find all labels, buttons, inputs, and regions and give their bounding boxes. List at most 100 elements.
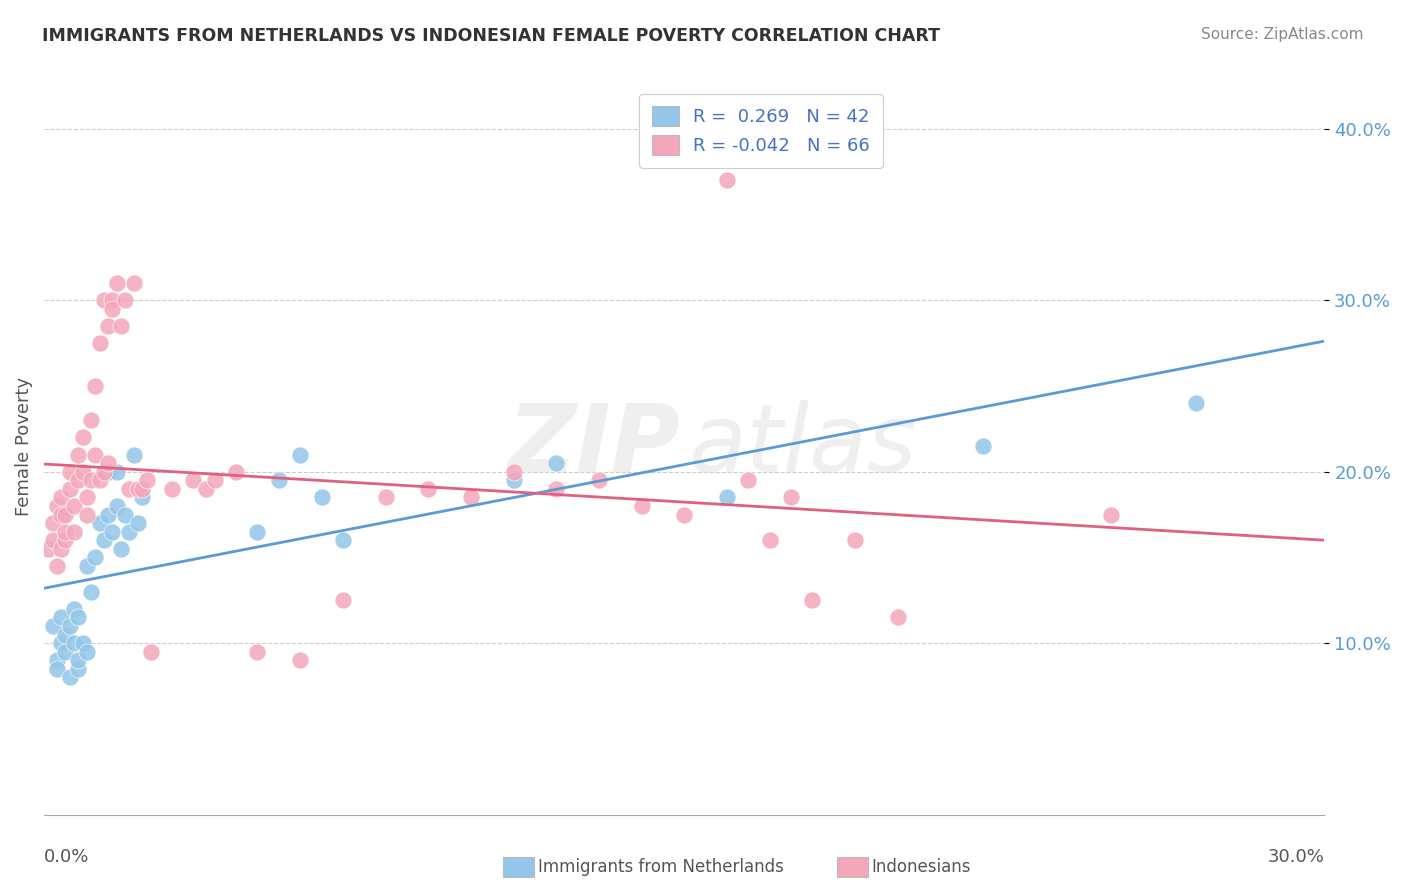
Point	[758, 533, 780, 548]
Point	[55, 533, 77, 548]
Point	[89, 473, 111, 487]
Point	[59, 670, 82, 684]
Text: Source: ZipAtlas.com: Source: ZipAtlas.com	[1201, 27, 1364, 42]
Point	[63, 636, 86, 650]
Point	[97, 508, 120, 522]
Point	[246, 645, 269, 659]
Point	[67, 653, 90, 667]
Point	[55, 524, 77, 539]
Point	[160, 482, 183, 496]
Point	[118, 524, 141, 539]
Point	[110, 318, 132, 333]
Point	[780, 491, 803, 505]
Point	[41, 533, 63, 548]
Point	[716, 491, 738, 505]
Point	[122, 276, 145, 290]
Point	[51, 636, 73, 650]
Point	[101, 301, 124, 316]
Point	[63, 602, 86, 616]
Point	[139, 645, 162, 659]
Point	[84, 379, 107, 393]
Point	[59, 465, 82, 479]
Point	[72, 465, 94, 479]
Point	[122, 448, 145, 462]
Point	[97, 465, 120, 479]
Point	[76, 508, 98, 522]
Legend: R =  0.269   N = 42, R = -0.042   N = 66: R = 0.269 N = 42, R = -0.042 N = 66	[640, 94, 883, 168]
Point	[502, 473, 524, 487]
Text: Indonesians: Indonesians	[872, 858, 972, 876]
Point	[118, 482, 141, 496]
Point	[135, 473, 157, 487]
Point	[374, 491, 396, 505]
Point	[80, 473, 103, 487]
Point	[89, 336, 111, 351]
Point	[288, 448, 311, 462]
Point	[311, 491, 333, 505]
Point	[45, 662, 67, 676]
Point	[972, 439, 994, 453]
Point	[588, 473, 610, 487]
Point	[76, 645, 98, 659]
Point	[80, 584, 103, 599]
Point	[51, 491, 73, 505]
Point	[72, 430, 94, 444]
Point	[72, 636, 94, 650]
Point	[737, 473, 759, 487]
Point	[127, 516, 149, 530]
Point	[41, 516, 63, 530]
Point	[267, 473, 290, 487]
Point	[105, 276, 128, 290]
Point	[105, 499, 128, 513]
Point	[131, 482, 153, 496]
Point	[204, 473, 226, 487]
Text: Immigrants from Netherlands: Immigrants from Netherlands	[538, 858, 785, 876]
Point	[93, 533, 115, 548]
Point	[37, 541, 59, 556]
Point	[673, 508, 696, 522]
Point	[45, 653, 67, 667]
Point	[76, 559, 98, 574]
Point	[84, 550, 107, 565]
Point	[183, 473, 205, 487]
Point	[127, 482, 149, 496]
Point	[89, 516, 111, 530]
Point	[67, 610, 90, 624]
Point	[195, 482, 218, 496]
Point	[67, 448, 90, 462]
Point	[84, 448, 107, 462]
Point	[59, 482, 82, 496]
Point	[225, 465, 247, 479]
Point	[546, 456, 568, 470]
Point	[63, 499, 86, 513]
Point	[332, 593, 354, 607]
Point	[101, 524, 124, 539]
Point	[97, 456, 120, 470]
Point	[45, 499, 67, 513]
Point	[93, 293, 115, 308]
Text: 0.0%: 0.0%	[44, 847, 90, 866]
Point	[114, 508, 136, 522]
Point	[45, 559, 67, 574]
Point	[844, 533, 866, 548]
Text: ZIP: ZIP	[508, 400, 681, 492]
Point	[502, 465, 524, 479]
Point	[288, 653, 311, 667]
Point	[55, 508, 77, 522]
Point	[55, 645, 77, 659]
Point	[886, 610, 908, 624]
Point	[76, 491, 98, 505]
Point	[332, 533, 354, 548]
Point	[630, 499, 652, 513]
Text: 30.0%: 30.0%	[1268, 847, 1324, 866]
Point	[546, 482, 568, 496]
Point	[67, 473, 90, 487]
Point	[110, 541, 132, 556]
Point	[716, 173, 738, 187]
Point	[418, 482, 440, 496]
Point	[51, 541, 73, 556]
Text: atlas: atlas	[688, 401, 917, 491]
Point	[63, 524, 86, 539]
Point	[101, 293, 124, 308]
Point	[51, 508, 73, 522]
